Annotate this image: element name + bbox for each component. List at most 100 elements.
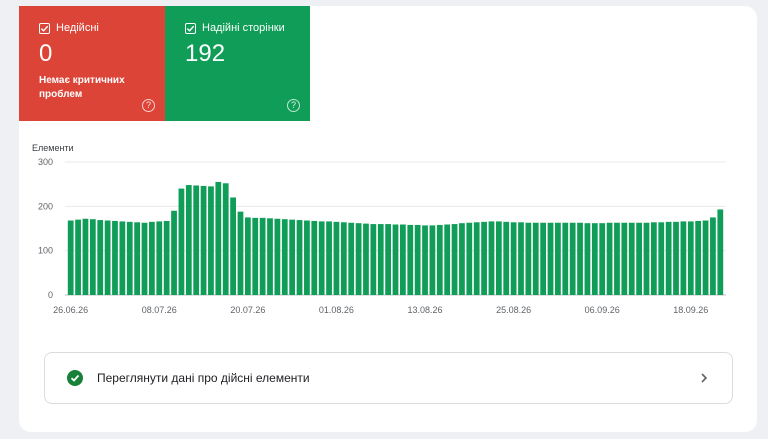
chart-bar[interactable]	[82, 218, 89, 295]
chart-bar[interactable]	[422, 225, 428, 295]
chart-bar[interactable]	[540, 222, 547, 295]
chart-bar[interactable]	[525, 222, 532, 295]
chart-bar[interactable]	[200, 185, 207, 295]
chart-bar[interactable]	[518, 222, 524, 295]
chart-bar[interactable]	[355, 223, 362, 295]
chart-bar[interactable]	[178, 188, 185, 295]
chart-bar[interactable]	[311, 220, 318, 295]
chart-bar[interactable]	[510, 222, 517, 295]
chart-bar[interactable]	[451, 224, 458, 295]
chart-bar[interactable]	[569, 222, 576, 295]
chart-bar[interactable]	[141, 222, 148, 295]
chart-bar[interactable]	[215, 181, 222, 295]
chart-bar[interactable]	[326, 221, 332, 295]
chart-bar[interactable]	[237, 211, 244, 295]
chart-bar[interactable]	[481, 221, 487, 295]
invalid-count: 0	[39, 40, 53, 67]
chart-bar[interactable]	[555, 222, 561, 295]
chart-bar[interactable]	[591, 223, 598, 295]
chart-bar[interactable]	[244, 217, 251, 295]
chart-bar[interactable]	[584, 223, 591, 295]
chart-bar[interactable]	[348, 222, 355, 295]
chart-bar[interactable]	[695, 220, 702, 295]
invalid-tile[interactable]: Недійсні 0 Немає критичних проблем ?	[19, 6, 165, 121]
chart-bar[interactable]	[577, 222, 583, 295]
chart-bar[interactable]	[547, 222, 554, 295]
chart-bar[interactable]	[665, 221, 672, 295]
chart-bar[interactable]	[436, 224, 443, 295]
chart-bar[interactable]	[532, 222, 539, 295]
chart-bar[interactable]	[363, 223, 369, 295]
chart-bar[interactable]	[163, 220, 170, 295]
chart-bar[interactable]	[673, 221, 679, 295]
chart-bar[interactable]	[650, 222, 657, 295]
help-icon[interactable]: ?	[142, 99, 155, 112]
chart-bar[interactable]	[429, 225, 436, 295]
valid-tile[interactable]: Надійні сторінки 192 ?	[165, 6, 310, 121]
chart-bar[interactable]	[392, 224, 399, 295]
chart-bar[interactable]	[134, 222, 141, 295]
chart-bar[interactable]	[643, 222, 650, 295]
chart-bar[interactable]	[75, 219, 81, 295]
checkbox-checked-icon[interactable]	[39, 22, 50, 34]
chart-bar[interactable]	[400, 224, 406, 295]
chart-bar[interactable]	[606, 222, 613, 295]
chart-bar[interactable]	[658, 222, 665, 295]
chart-bar[interactable]	[318, 221, 325, 295]
chart-bar[interactable]	[259, 217, 266, 295]
chart-bar[interactable]	[466, 222, 473, 295]
chart-bar[interactable]	[156, 221, 163, 295]
chart-bar[interactable]	[67, 220, 74, 295]
chart-bar[interactable]	[333, 221, 340, 295]
chart-bar[interactable]	[104, 220, 111, 295]
chart-bar[interactable]	[636, 222, 642, 295]
chart-bar[interactable]	[407, 224, 414, 295]
chart-bar[interactable]	[628, 222, 635, 295]
chart-bar[interactable]	[385, 224, 391, 295]
chart-bar[interactable]	[304, 220, 310, 295]
chart-bar[interactable]	[171, 210, 177, 295]
chart-bar[interactable]	[680, 221, 687, 295]
chart-bar[interactable]	[717, 209, 724, 295]
chart-bar[interactable]	[614, 222, 620, 295]
chart-bar[interactable]	[289, 219, 296, 295]
chart-bar[interactable]	[126, 221, 133, 295]
chart-bar[interactable]	[702, 220, 709, 295]
chart-bar[interactable]	[473, 222, 480, 295]
chart-bar[interactable]	[149, 221, 155, 295]
chart-bar[interactable]	[503, 221, 510, 295]
chart-bar[interactable]	[274, 218, 281, 295]
chart-bar[interactable]	[252, 217, 259, 295]
help-icon[interactable]: ?	[287, 99, 300, 112]
chart-bar[interactable]	[687, 221, 694, 295]
chart-bar[interactable]	[621, 222, 628, 295]
chart-bar[interactable]	[599, 223, 606, 295]
chart-bar[interactable]	[193, 185, 200, 296]
x-tick-label: 20.07.26	[230, 305, 265, 315]
chart-bar[interactable]	[97, 220, 104, 295]
chart-bar[interactable]	[488, 221, 495, 295]
chart-bar[interactable]	[370, 224, 377, 295]
chart-bar[interactable]	[444, 224, 451, 295]
chart-bar[interactable]	[340, 222, 347, 295]
chart-bar[interactable]	[185, 185, 192, 295]
chart-bar[interactable]	[710, 217, 716, 295]
chart-bar[interactable]	[119, 221, 126, 295]
x-tick-label: 01.08.26	[319, 305, 354, 315]
invalid-description: Немає критичних проблем	[39, 75, 125, 100]
chart-bar[interactable]	[459, 223, 465, 295]
chart-bar[interactable]	[296, 220, 303, 295]
chart-bar[interactable]	[222, 183, 229, 295]
chart-bar[interactable]	[267, 218, 273, 295]
chart-bar[interactable]	[89, 219, 96, 295]
chart-bar[interactable]	[377, 224, 384, 295]
chart-bar[interactable]	[495, 221, 502, 295]
chart-bar[interactable]	[281, 219, 288, 295]
chart-bar[interactable]	[112, 220, 118, 295]
chart-bar[interactable]	[230, 197, 236, 295]
view-valid-items-link[interactable]: Переглянути дані про дійсні елементи	[44, 352, 733, 404]
chart-bar[interactable]	[208, 186, 214, 295]
checkbox-checked-icon[interactable]	[185, 22, 196, 34]
chart-bar[interactable]	[414, 224, 421, 295]
chart-bar[interactable]	[562, 222, 569, 295]
